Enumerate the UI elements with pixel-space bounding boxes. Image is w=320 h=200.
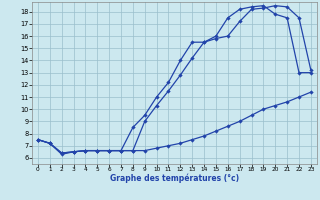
X-axis label: Graphe des températures (°c): Graphe des températures (°c) [110,174,239,183]
